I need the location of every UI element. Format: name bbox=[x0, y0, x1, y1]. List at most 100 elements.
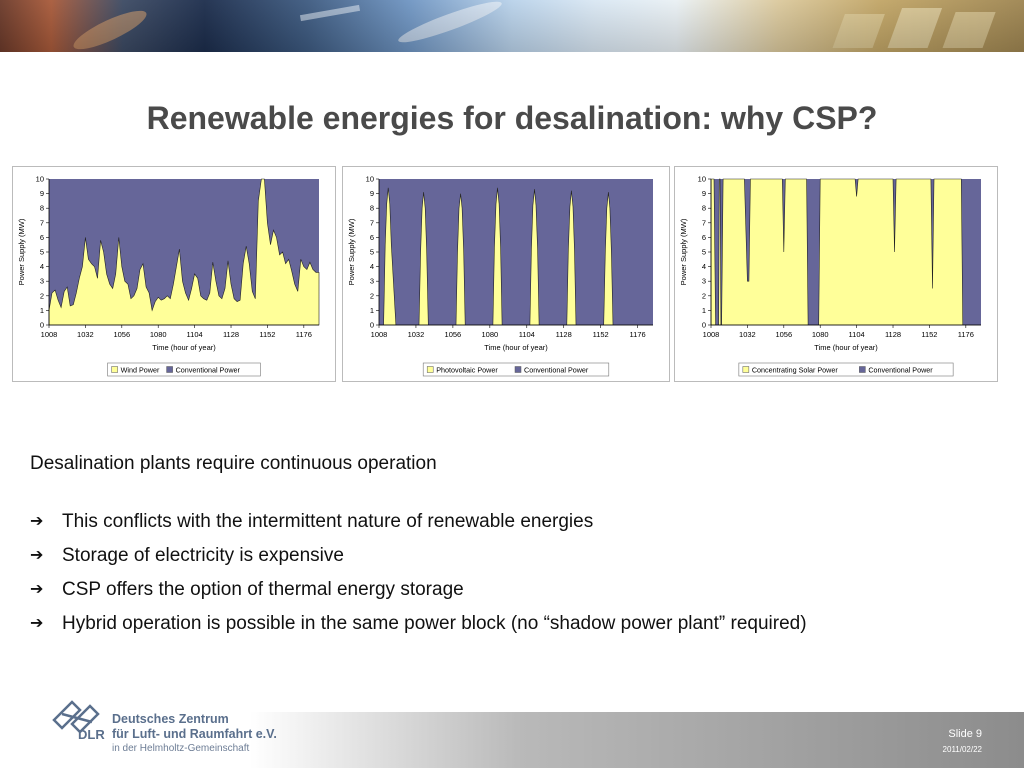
legend-label-renewable: Photovoltaic Power bbox=[436, 365, 498, 374]
y-tick-label: 4 bbox=[370, 262, 374, 271]
x-tick-label: 1080 bbox=[150, 330, 167, 339]
y-tick-label: 9 bbox=[702, 189, 706, 198]
x-tick-label: 1080 bbox=[481, 330, 498, 339]
chart-panel-pv: 0 1 2 3 4 5 6 7 8 9 10 1008 1032 1056 1080 1104 1128 1152… bbox=[342, 166, 670, 382]
x-axis-label: Time (hour of year) bbox=[152, 343, 216, 352]
x-tick-label: 1032 bbox=[739, 330, 756, 339]
wind-power-chart: 0 1 2 3 4 5 6 7 8 9 10 1008 1032 1056 1080 1104 1128 1152… bbox=[17, 175, 320, 377]
bullet-item: ➔ This conflicts with the intermittent na… bbox=[30, 510, 1000, 544]
legend-label-renewable: Wind Power bbox=[121, 365, 160, 374]
y-tick-label: 6 bbox=[370, 233, 374, 242]
slide-title: Renewable energies for desalination: why… bbox=[146, 100, 878, 136]
x-axis-label: Time (hour of year) bbox=[814, 343, 878, 352]
x-tick-label: 1128 bbox=[556, 330, 572, 339]
x-tick-label: 1152 bbox=[259, 330, 275, 339]
y-tick-label: 8 bbox=[702, 204, 706, 213]
bullet-item: ➔ Storage of electricity is expensive bbox=[30, 544, 1000, 578]
y-tick-label: 6 bbox=[40, 233, 44, 242]
x-tick-label: 1176 bbox=[630, 330, 646, 339]
y-tick-label: 5 bbox=[702, 248, 706, 257]
slide-date: 2011/02/22 bbox=[942, 745, 982, 754]
arrow-right-icon: ➔ bbox=[30, 615, 44, 632]
legend-swatch-renewable bbox=[742, 366, 750, 373]
y-tick-label: 3 bbox=[370, 277, 374, 286]
x-tick-label: 1104 bbox=[519, 330, 535, 339]
y-tick-label: 10 bbox=[36, 175, 44, 184]
y-tick-label: 1 bbox=[370, 306, 374, 315]
x-tick-label: 1056 bbox=[445, 330, 462, 339]
x-tick-label: 1128 bbox=[223, 330, 239, 339]
arrow-right-icon: ➔ bbox=[30, 513, 44, 530]
y-tick-label: 0 bbox=[702, 321, 706, 330]
x-tick-label: 1128 bbox=[885, 330, 901, 339]
org-name-line1: Deutsches Zentrum bbox=[112, 712, 229, 726]
footer bbox=[0, 712, 1024, 768]
renewable-area bbox=[48, 178, 320, 326]
x-tick-label: 1104 bbox=[187, 330, 203, 339]
x-tick-label: 1152 bbox=[593, 330, 609, 339]
legend-swatch-conventional bbox=[514, 366, 522, 373]
arrow-right-icon: ➔ bbox=[30, 581, 44, 598]
legend-label-conventional: Conventional Power bbox=[868, 365, 933, 374]
bullet-item: ➔ CSP offers the option of thermal energy… bbox=[30, 578, 1000, 612]
y-tick-label: 7 bbox=[370, 218, 374, 227]
legend-label-conventional: Conventional Power bbox=[176, 365, 241, 374]
csp-power-chart: 0 1 2 3 4 5 6 7 8 9 10 1008 1032 1056 1080 1104 1128 1152… bbox=[679, 175, 981, 377]
logo-text: DLR bbox=[78, 727, 105, 742]
chart-panel-wind: 0 1 2 3 4 5 6 7 8 9 10 1008 1032 1056 1080 1104 1128 1152… bbox=[12, 166, 336, 382]
slide-number: Slide 9 bbox=[948, 728, 982, 740]
y-tick-label: 8 bbox=[40, 204, 44, 213]
banner-illustration bbox=[73, 1, 996, 50]
y-tick-label: 4 bbox=[40, 262, 44, 271]
y-tick-label: 5 bbox=[40, 248, 44, 257]
y-tick-label: 7 bbox=[702, 218, 706, 227]
org-name-line3: in der Helmholtz-Gemeinschaft bbox=[112, 743, 250, 754]
intro-text: Desalination plants require continuous o… bbox=[30, 453, 437, 474]
y-axis-label: Power Supply (MW) bbox=[17, 218, 26, 285]
y-tick-label: 5 bbox=[370, 248, 374, 257]
y-tick-label: 10 bbox=[698, 175, 706, 184]
y-tick-label: 7 bbox=[40, 218, 44, 227]
y-tick-label: 2 bbox=[40, 291, 44, 300]
bullet-text: This conflicts with the intermittent nat… bbox=[62, 511, 594, 532]
y-tick-label: 8 bbox=[370, 204, 374, 213]
legend-swatch-renewable bbox=[426, 366, 434, 373]
arrow-right-icon: ➔ bbox=[30, 547, 44, 564]
legend-swatch-conventional bbox=[166, 366, 173, 373]
photovoltaic-power-chart: 0 1 2 3 4 5 6 7 8 9 10 1008 1032 1056 1080 1104 1128 1152… bbox=[347, 175, 653, 377]
bullet-text: Storage of electricity is expensive bbox=[62, 545, 344, 566]
x-tick-label: 1152 bbox=[921, 330, 937, 339]
legend-box bbox=[107, 362, 261, 377]
renewable-area bbox=[710, 178, 981, 326]
y-tick-label: 3 bbox=[702, 277, 706, 286]
y-axis-label: Power Supply (MW) bbox=[679, 218, 688, 285]
chart-panel-csp: 0 1 2 3 4 5 6 7 8 9 10 1008 1032 1056 1080 1104 1128 1152… bbox=[674, 166, 998, 382]
x-tick-label: 1032 bbox=[408, 330, 425, 339]
x-tick-label: 1032 bbox=[77, 330, 94, 339]
x-tick-label: 1080 bbox=[812, 330, 829, 339]
y-tick-label: 6 bbox=[702, 233, 706, 242]
x-tick-label: 1056 bbox=[775, 330, 792, 339]
slide-body: Desalination plants require continuous o… bbox=[30, 452, 1000, 646]
legend-swatch-renewable bbox=[111, 366, 118, 373]
y-tick-label: 9 bbox=[40, 189, 44, 198]
x-tick-label: 1008 bbox=[41, 330, 58, 339]
dlr-logo-icon bbox=[52, 700, 100, 734]
y-tick-label: 2 bbox=[702, 291, 706, 300]
header-banner bbox=[0, 0, 1024, 52]
y-tick-label: 0 bbox=[370, 321, 374, 330]
bullet-item: ➔ Hybrid operation is possible in the sam… bbox=[30, 612, 1000, 646]
y-axis-label: Power Supply (MW) bbox=[347, 218, 356, 285]
legend-box bbox=[738, 362, 954, 377]
y-tick-label: 10 bbox=[366, 175, 374, 184]
y-tick-label: 4 bbox=[702, 262, 706, 271]
y-tick-label: 1 bbox=[40, 306, 44, 315]
org-name-line2: für Luft- und Raumfahrt e.V. bbox=[112, 727, 277, 741]
x-tick-label: 1176 bbox=[296, 330, 312, 339]
x-axis-label: Time (hour of year) bbox=[484, 343, 548, 352]
y-tick-label: 9 bbox=[370, 189, 374, 198]
bullet-text: Hybrid operation is possible in the same… bbox=[62, 613, 807, 634]
x-tick-label: 1008 bbox=[371, 330, 388, 339]
legend-label-renewable: Concentrating Solar Power bbox=[752, 365, 839, 374]
x-tick-label: 1176 bbox=[958, 330, 974, 339]
